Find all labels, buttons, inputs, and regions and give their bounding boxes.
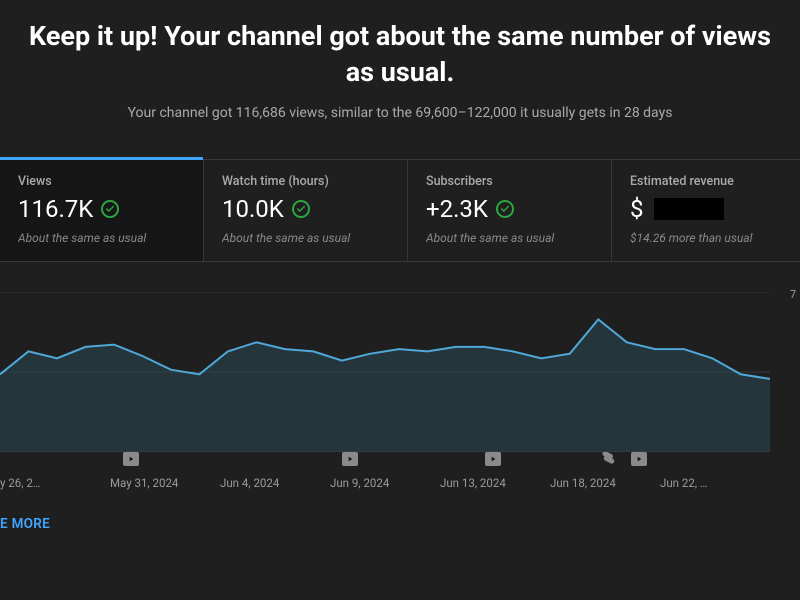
- tab-value: $: [630, 195, 644, 223]
- tab-note: $14.26 more than usual: [630, 231, 782, 245]
- check-icon: [101, 200, 119, 218]
- x-axis: y 26, 2…May 31, 2024Jun 4, 2024Jun 9, 20…: [0, 472, 770, 490]
- subhead: Your channel got 116,686 views, similar …: [0, 91, 800, 121]
- tab-note: About the same as usual: [18, 231, 185, 245]
- views-chart: 7: [0, 292, 800, 472]
- tab-views[interactable]: Views 116.7K About the same as usual: [0, 160, 204, 261]
- redacted-value: [654, 198, 724, 220]
- tab-label: Watch time (hours): [222, 174, 389, 189]
- video-upload-icon[interactable]: [342, 452, 358, 466]
- check-icon: [292, 200, 310, 218]
- x-tick-label: May 31, 2024: [110, 476, 220, 490]
- tab-value: +2.3K: [426, 195, 488, 223]
- tab-value: 116.7K: [18, 195, 93, 223]
- x-tick-label: Jun 4, 2024: [220, 476, 330, 490]
- video-upload-icon[interactable]: [485, 452, 501, 466]
- x-tick-label: y 26, 2…: [0, 476, 110, 490]
- x-tick-label: Jun 18, 2024: [550, 476, 660, 490]
- tab-label: Views: [18, 174, 185, 189]
- chart-svg: [0, 292, 770, 452]
- headline: Keep it up! Your channel got about the s…: [0, 0, 800, 91]
- y-tick-label: 7: [790, 288, 796, 301]
- see-more-link[interactable]: E MORE: [0, 490, 800, 532]
- tab-note: About the same as usual: [222, 231, 389, 245]
- x-tick-label: Jun 22, …: [660, 476, 770, 490]
- tab-subscribers[interactable]: Subscribers +2.3K About the same as usua…: [408, 160, 612, 261]
- tab-watch-time[interactable]: Watch time (hours) 10.0K About the same …: [204, 160, 408, 261]
- tab-label: Subscribers: [426, 174, 593, 189]
- check-icon: [496, 200, 514, 218]
- tab-value: 10.0K: [222, 195, 284, 223]
- x-tick-label: Jun 13, 2024: [440, 476, 550, 490]
- video-upload-icon[interactable]: [631, 452, 647, 466]
- x-tick-label: Jun 9, 2024: [330, 476, 440, 490]
- video-upload-icon[interactable]: [123, 452, 139, 466]
- tab-label: Estimated revenue: [630, 174, 782, 189]
- tab-note: About the same as usual: [426, 231, 593, 245]
- upload-markers: [0, 452, 770, 470]
- metric-tabs: Views 116.7K About the same as usual Wat…: [0, 159, 800, 262]
- shorts-upload-icon[interactable]: [600, 452, 616, 468]
- tab-revenue[interactable]: Estimated revenue $ $14.26 more than usu…: [612, 160, 800, 261]
